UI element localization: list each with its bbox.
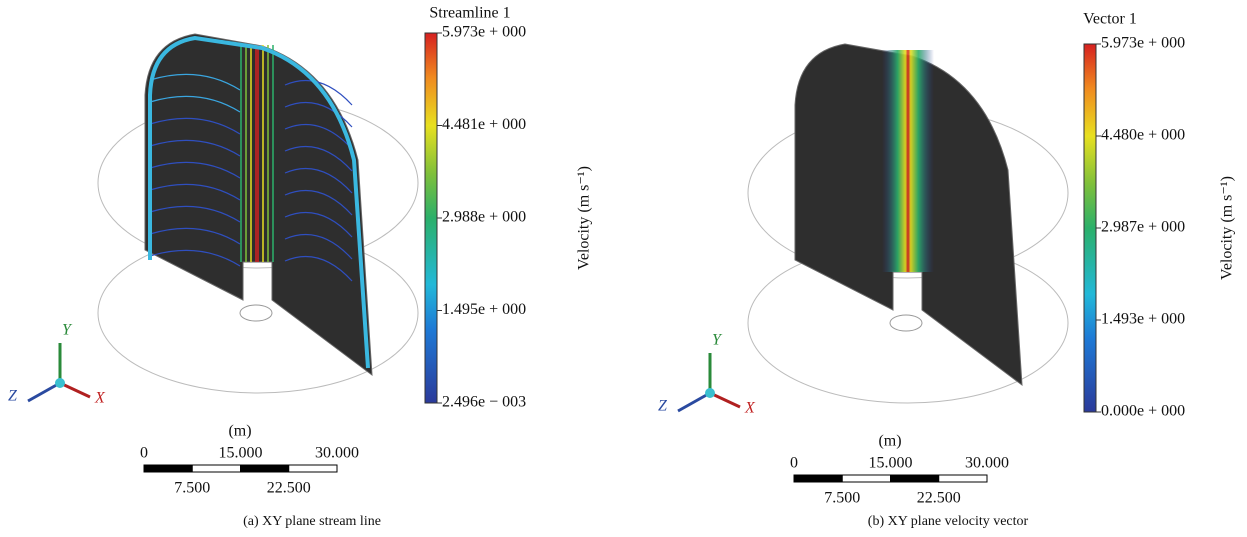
colorbar: [1083, 43, 1097, 413]
streamline: [149, 139, 241, 157]
streamline: [284, 79, 353, 106]
triad-label: X: [94, 390, 106, 407]
scale-label: 22.500: [267, 480, 311, 497]
scale-unit: (m): [228, 423, 251, 440]
scale-label: 15.000: [219, 445, 263, 462]
inlet: [889, 314, 923, 332]
panel: Y X Z (m) 0 15.000 30.000 7.500 22.500: [8, 33, 419, 497]
colorbar-title: Streamline 1: [429, 5, 510, 22]
scale-label: 7.500: [174, 480, 210, 497]
scale-label: 0: [790, 455, 798, 472]
colorbar-tick-label: 5.973e + 000: [442, 24, 526, 41]
colorbar-tick-label: 1.493e + 000: [1101, 311, 1185, 328]
colorbar-tick-label: 4.481e + 000: [442, 116, 526, 133]
triad-x: [59, 381, 91, 399]
colorbar-title: Vector 1: [1083, 11, 1137, 28]
scale-segment: [288, 464, 338, 473]
triad-label: Z: [658, 398, 668, 415]
streamline: [149, 205, 241, 223]
colorbar-tick-label: 2.987e + 000: [1101, 219, 1185, 236]
scale-label: 0: [140, 445, 148, 462]
triad-origin: [705, 388, 715, 398]
streamline: [284, 233, 353, 260]
streamline: [284, 145, 353, 172]
colorbar-tick-label: 2.496e − 003: [442, 394, 526, 411]
scale-segment: [938, 474, 988, 483]
triad-label: X: [744, 400, 756, 417]
scale-label: 15.000: [869, 455, 913, 472]
scale-segment: [890, 474, 940, 483]
streamline: [148, 35, 370, 369]
inlet: [239, 304, 273, 322]
streamline: [149, 227, 241, 245]
streamline: [284, 123, 353, 150]
scale-label: 7.500: [824, 490, 860, 507]
colorbar-axis-label: Velocity (m s⁻¹): [576, 166, 593, 270]
colorbar-tick-label: 0.000e + 000: [1101, 403, 1185, 420]
scale-segment: [841, 474, 891, 483]
scale-label: 22.500: [917, 490, 961, 507]
streamline: [284, 101, 353, 128]
colorbar-axis-label: Velocity (m s⁻¹): [1219, 176, 1236, 280]
colorbar-tick-label: 1.495e + 000: [442, 301, 526, 318]
triad-label: Z: [8, 388, 18, 405]
colorbar-tick-label: 4.480e + 000: [1101, 127, 1185, 144]
streamline: [149, 95, 241, 113]
scale-label: 30.000: [315, 445, 359, 462]
streamline: [284, 211, 353, 238]
streamline: [149, 161, 241, 179]
caption: (a) XY plane stream line: [243, 514, 381, 529]
streamline: [284, 255, 353, 282]
velocity-band: [882, 50, 934, 272]
caption: (b) XY plane velocity vector: [868, 514, 1029, 529]
scale-segment: [143, 464, 193, 473]
streamline: [149, 73, 241, 91]
streamline: [149, 183, 241, 201]
streamline: [149, 117, 241, 135]
streamline: [284, 189, 353, 216]
scale-segment: [793, 474, 843, 483]
colorbar: [424, 32, 438, 404]
colorbar-tick-label: 5.973e + 000: [1101, 35, 1185, 52]
scale-segment: [191, 464, 241, 473]
panel: Y X Z (m) 0 15.000 30.000 7.500 22.500: [658, 43, 1069, 507]
streamline: [149, 249, 241, 267]
triad-origin: [55, 378, 65, 388]
triad-label: Y: [62, 322, 73, 339]
triad-x: [709, 391, 741, 409]
colorbar-tick-label: 2.988e + 000: [442, 209, 526, 226]
scale-unit: (m): [878, 433, 901, 450]
scale-label: 30.000: [965, 455, 1009, 472]
streamline: [284, 167, 353, 194]
triad-label: Y: [712, 332, 723, 349]
triad-z: [27, 381, 61, 403]
scale-segment: [240, 464, 290, 473]
triad-z: [677, 391, 711, 413]
